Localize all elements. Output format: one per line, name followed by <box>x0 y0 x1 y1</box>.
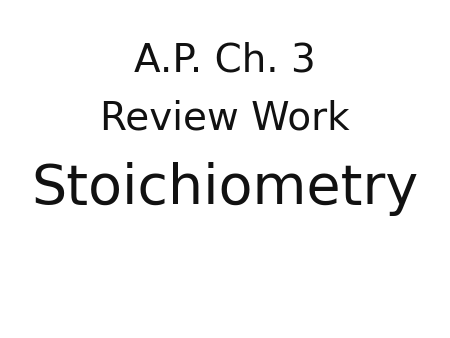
Text: A.P. Ch. 3: A.P. Ch. 3 <box>134 42 316 80</box>
Text: Review Work: Review Work <box>100 99 350 137</box>
Text: Stoichiometry: Stoichiometry <box>32 162 419 216</box>
